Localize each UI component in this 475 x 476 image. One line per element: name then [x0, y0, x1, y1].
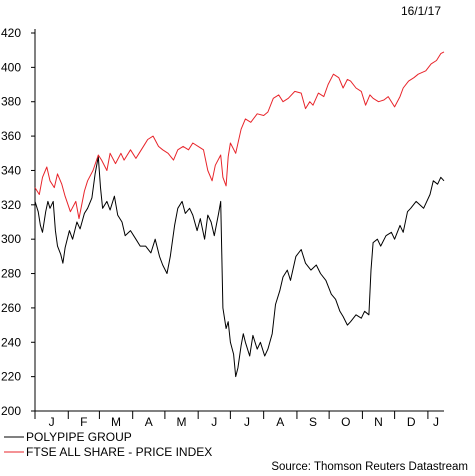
x-tick-label: O [341, 415, 350, 429]
y-tick-label: 300 [1, 232, 21, 246]
plot-area [34, 51, 445, 378]
x-tick-label: J [244, 415, 250, 429]
y-tick-label: 380 [1, 95, 21, 109]
y-tick-label: 360 [1, 129, 21, 143]
y-tick-label: 320 [1, 198, 21, 212]
y-tick-label: 220 [1, 370, 21, 384]
y-tick-label: 280 [1, 267, 21, 281]
legend-label-ftse: FTSE ALL SHARE - PRICE INDEX [26, 445, 212, 459]
legend-label-polypipe: POLYPIPE GROUP [26, 430, 132, 444]
x-tick-label: M [111, 415, 121, 429]
y-tick-label: 400 [1, 60, 21, 74]
legend: POLYPIPE GROUP FTSE ALL SHARE - PRICE IN… [4, 430, 212, 459]
x-tick-label: J [211, 415, 217, 429]
x-tick-label: S [309, 415, 317, 429]
x-tick-label: J [49, 415, 55, 429]
x-tick-label: D [407, 415, 416, 429]
x-tick-label: A [145, 415, 153, 429]
x-tick-label: F [80, 415, 87, 429]
x-tick-label: M [177, 415, 187, 429]
date-label: 16/1/17 [401, 4, 441, 18]
series-line-polypipe [34, 156, 445, 378]
x-tick-label: N [374, 415, 383, 429]
y-tick-label: 240 [1, 335, 21, 349]
source-note: Source: Thomson Reuters Datastream [271, 461, 468, 473]
x-tick-label: A [276, 415, 284, 429]
y-axis: 200 220 240 260 280 300 320 340 360 380 400 420 [1, 26, 36, 418]
x-tick-label: J [433, 415, 439, 429]
y-tick-label: 260 [1, 301, 21, 315]
y-tick-label: 420 [1, 26, 21, 40]
y-tick-label: 200 [1, 404, 21, 418]
series-line-ftse [34, 51, 445, 220]
y-tick-label: 340 [1, 163, 21, 177]
